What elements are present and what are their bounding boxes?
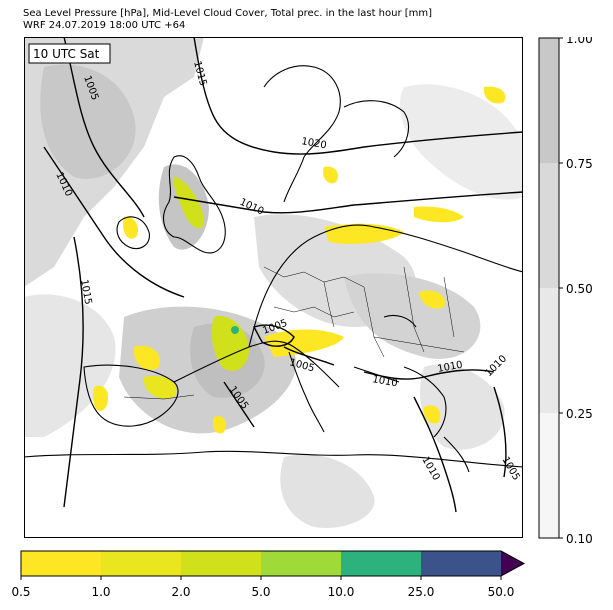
colorbar-tick-label: 1.0 [91,585,110,599]
colorbar-tick-label: 0.10 [566,532,593,546]
colorbar-segment [539,38,559,163]
colorbar-tick-label: 1.00 [566,37,593,46]
isobar-label: 1020 [300,136,327,151]
colorbar-tick-label: 0.50 [566,282,593,296]
colorbar-segment [261,551,341,576]
time-label-box: 10 UTC Sat [28,43,111,64]
coastlines [24,65,523,473]
colorbar-segment [421,551,501,576]
colorbar-segment [101,551,181,576]
colorbar-tick-label: 50.0 [488,585,515,599]
colorbar-segment [21,551,101,576]
isobar-label: 1010 [437,360,464,375]
colorbar-extend-arrow [501,551,524,576]
colorbar-tick-label: 2.0 [171,585,190,599]
weather-map: 1005 1015 1020 1010 1010 1015 1005 1005 … [24,37,523,538]
colorbar-segment [539,413,559,538]
precipitation-layer [93,86,506,434]
colorbar-tick-label: 25.0 [408,585,435,599]
map-title: Sea Level Pressure [hPa], Mid-Level Clou… [23,8,433,19]
colorbar-segment [539,163,559,288]
time-label: 10 UTC Sat [33,47,100,61]
isobar-label: 1010 [371,374,398,389]
map-subtitle: WRF 24.07.2019 18:00 UTC +64 [23,20,186,31]
colorbar-tick-label: 0.75 [566,157,593,171]
colorbar-segment [181,551,261,576]
colorbar-tick-label: 5.0 [251,585,270,599]
colorbar-tick-label: 0.5 [11,585,30,599]
colorbar-segment [341,551,421,576]
isobars [43,37,523,513]
map-frame [24,37,523,538]
cloud-cover-colorbar: 1.00 0.75 0.50 0.25 0.10 [538,37,593,546]
isobar-label: 1015 [78,279,93,306]
precipitation-colorbar: 0.5 1.0 2.0 5.0 10.0 25.0 50.0 [11,550,526,599]
colorbar-segment [539,288,559,413]
colorbar-tick-label: 10.0 [328,585,355,599]
colorbar-tick-label: 0.25 [566,407,593,421]
country-borders [123,266,465,400]
